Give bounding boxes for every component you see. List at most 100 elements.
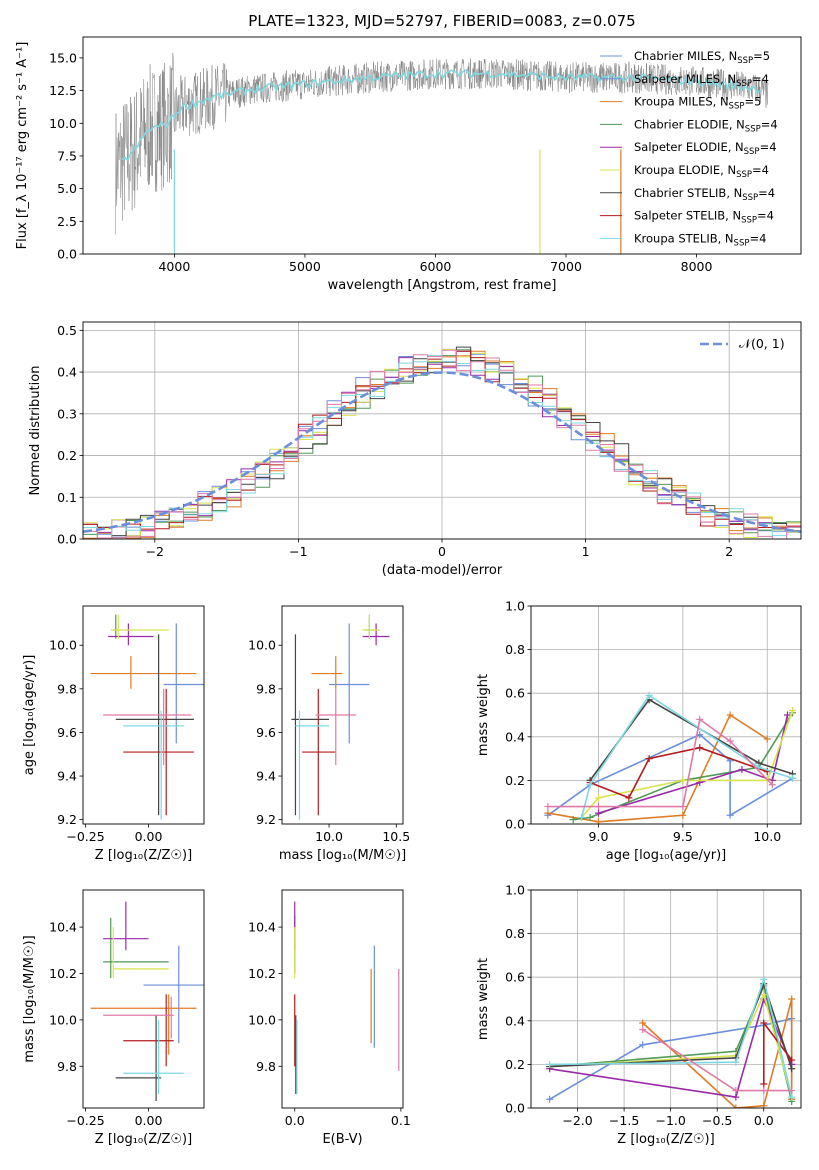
y-tick-label: 9.8 [57,1059,77,1074]
axes-frame [281,605,404,825]
weight-marker [726,811,734,819]
y-tick-label: 5.0 [57,181,77,196]
panel-4: 0.0 0.2 0.4 0.6 0.8 1.0 9.0 9.5 10.0 age [log₁₀(a… [476,599,802,863]
x-tick-label: 0.0 [754,1113,774,1128]
weight-marker [639,1019,647,1027]
weight-marker [546,1060,554,1068]
x-tick-label: 6000 [420,259,452,274]
y-tick-label: 0.4 [505,729,525,744]
y-tick-label: 0.4 [505,1013,525,1028]
y-tick-label: 0.1 [57,490,77,505]
y-tick-label: 9.2 [256,812,276,827]
x-axis-label: (data-model)/error [382,563,503,578]
weight-line-c8 [580,694,793,818]
y-tick-label: 0.6 [505,970,525,985]
panel-5: 9.8 10.0 10.2 10.4 −0.25 0.00 Z [log₁₀(Z/Z☉)] m… [22,889,205,1147]
y-tick-label: 0.3 [57,406,77,421]
x-tick-label: −0.25 [66,829,104,844]
plot-area-7 [546,975,796,1108]
y-tick-label: 10.0 [49,116,77,131]
weight-marker [768,781,776,789]
x-tick-label: 10.5 [382,829,410,844]
y-axis-label: age [log₁₀(age/yr)] [22,655,37,776]
legend-label: Salpeter ELODIE, NSSP=4 [634,140,777,157]
weight-marker [679,803,687,811]
x-axis-label: mass [log₁₀(M/M☉)] [279,848,406,863]
x-tick-label: 10.0 [315,829,343,844]
weight-line-c9 [547,718,773,808]
weight-marker [760,1102,768,1108]
y-tick-label: 2.5 [57,214,77,229]
legend-label: Salpeter STELIB, NSSP=4 [634,209,774,226]
legend-label: Chabrier MILES, NSSP=5 [634,49,770,66]
weight-marker [760,1019,768,1027]
x-tick-label: −2 [146,544,164,559]
x-tick-label: −1.5 [609,1113,639,1128]
plot-area-2 [90,614,204,820]
weight-marker [696,715,704,723]
weight-marker [544,803,552,811]
y-tick-label: 9.2 [57,812,77,827]
weight-line-c9 [642,1028,792,1092]
x-tick-label: 0.0 [285,1113,305,1128]
y-tick-label: 0.0 [505,1101,525,1116]
histogram-c7 [83,350,801,530]
y-tick-label: 0.2 [57,448,77,463]
legend-label: Chabrier ELODIE, NSSP=4 [634,117,778,134]
normal-curve [83,371,801,533]
axes-frame [281,889,404,1109]
weight-marker [586,813,594,821]
weight-marker [789,774,797,782]
legend-label: Kroupa MILES, NSSP=5 [634,95,761,112]
weight-marker [788,1087,796,1095]
y-tick-label: 9.8 [256,1059,276,1074]
weight-marker [625,794,633,802]
panel-1: 0.0 0.1 0.2 0.3 0.4 0.5 −2 −1 0 1 2 (data-model)/er… [28,321,802,578]
weight-line-c8 [549,976,793,1098]
x-axis-label: E(B-V) [322,1132,362,1147]
y-tick-label: 10.2 [248,966,276,981]
y-tick-label: 1.0 [505,883,525,898]
weight-marker [732,1058,740,1066]
legend: Chabrier MILES, NSSP=5 Salpeter MILES, NS… [600,49,778,248]
observed-spectrum [115,52,769,235]
y-tick-label: 15.0 [49,50,77,65]
x-tick-label: −1 [289,544,307,559]
weight-marker [788,1056,796,1064]
y-tick-label: 7.5 [57,148,77,163]
plot-area-1 [83,346,801,539]
y-tick-label: 10.0 [49,638,77,653]
y-tick-label: 1.0 [505,599,525,614]
plot-area-5 [90,901,204,1102]
x-tick-label: 0.00 [135,1113,163,1128]
x-axis-label: Z [log₁₀(Z/Z☉)] [617,1132,714,1147]
chart-title: PLATE=1323, MJD=52797, FIBERID=0083, z=0… [248,12,635,30]
legend-label: Salpeter MILES, NSSP=4 [634,72,769,89]
weight-line-c5 [549,992,793,1098]
x-axis-label: wavelength [Angstrom, rest frame] [328,278,557,293]
y-tick-label: 10.0 [248,1012,276,1027]
legend-label: Kroupa ELODIE, NSSP=4 [634,163,769,180]
model-spectrum [121,69,763,162]
histogram-c8 [83,355,801,539]
panel-3: 9.2 9.4 9.6 9.8 10.0 10.0 10.5 mass [log₁₀(M/M☉… [248,605,410,863]
weight-marker [645,691,653,699]
panel-2: 9.2 9.4 9.6 9.8 10.0 −0.25 0.00 Z [log₁₀(Z/Z☉)]… [22,605,205,863]
histogram-c9 [83,349,801,539]
panel-6: 9.8 10.0 10.2 10.4 0.0 0.1 E(B-V) [248,889,411,1147]
axes-frame [82,321,802,540]
weight-marker [789,707,797,715]
weight-marker [544,809,552,817]
x-tick-label: 4000 [158,259,190,274]
y-tick-label: 0.0 [57,532,77,547]
y-tick-label: 9.4 [256,769,276,784]
plot-area-3 [291,614,390,820]
y-tick-label: 12.5 [49,83,77,98]
weight-marker [738,766,746,773]
x-tick-label: −0.5 [702,1113,732,1128]
legend-label: Chabrier STELIB, NSSP=4 [634,186,775,203]
axes-frame [530,889,802,1109]
x-tick-label: 10.0 [753,829,781,844]
weight-marker [760,991,768,999]
weight-marker [784,711,791,719]
